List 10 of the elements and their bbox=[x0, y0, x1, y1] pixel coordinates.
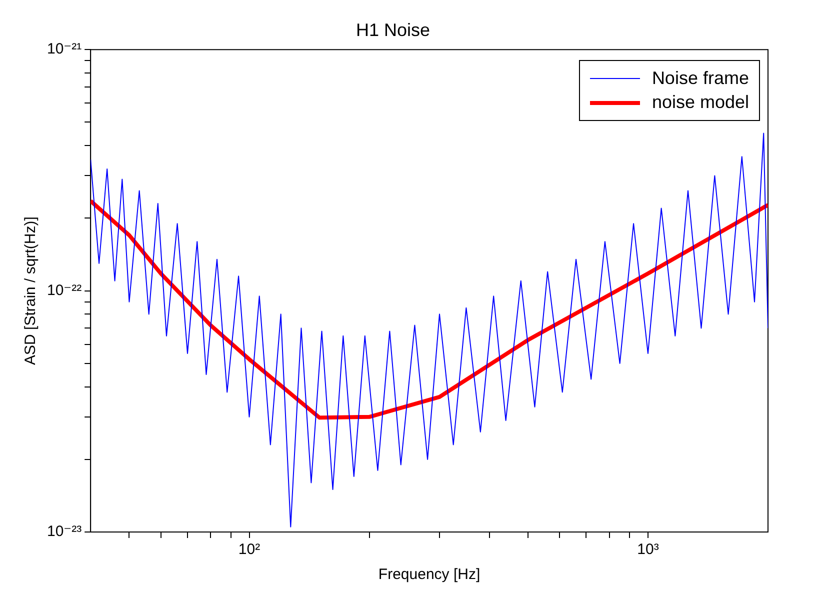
x-tick-label: 10² bbox=[238, 541, 260, 558]
y-tick-label: 10⁻²¹ bbox=[47, 40, 82, 58]
y-tick-label: 10⁻²³ bbox=[47, 523, 82, 540]
legend-label: noise model bbox=[652, 92, 749, 113]
x-tick-label: 10³ bbox=[637, 541, 659, 558]
y-axis-title: ASD [Strain / sqrt(Hz)] bbox=[22, 216, 40, 365]
y-tick-label: 10⁻²² bbox=[47, 282, 82, 299]
chart-title: H1 Noise bbox=[356, 20, 430, 40]
x-axis-title: Frequency [Hz] bbox=[378, 566, 480, 584]
legend-label: Noise frame bbox=[652, 68, 749, 89]
